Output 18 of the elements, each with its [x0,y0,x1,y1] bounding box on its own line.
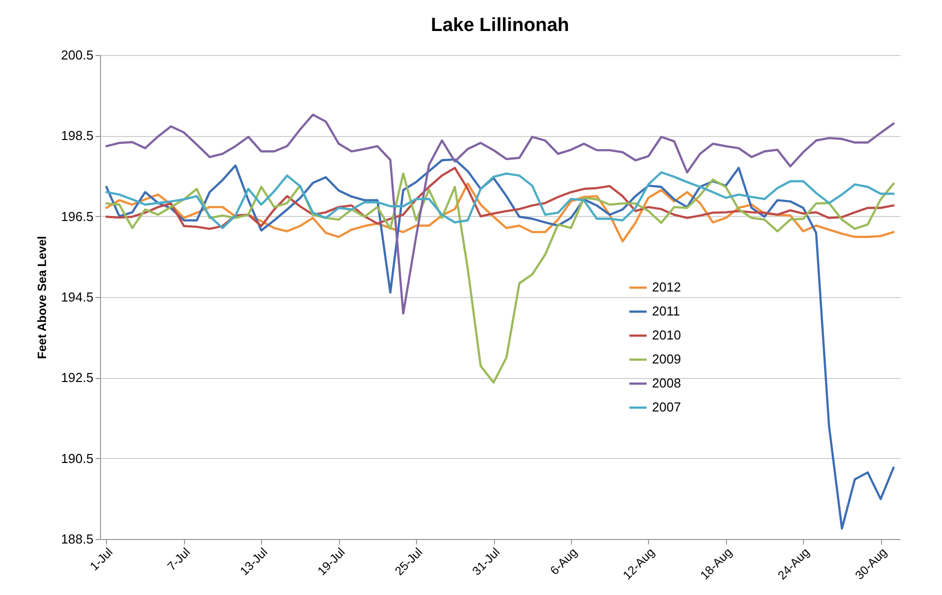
legend-label: 2012 [652,280,681,295]
chart-title: Lake Lillinonah [430,15,570,36]
legend-label: 2011 [652,304,680,319]
line-series [105,158,895,530]
y-tick-label: 192.5 [60,370,94,386]
y-tick-label: 200.5 [60,48,94,62]
y-tick-label: 188.5 [60,532,94,546]
legend-label: 2007 [652,400,681,415]
legend-label: 2010 [652,328,681,343]
y-tick-label: 194.5 [60,290,94,304]
y-tick-label: 190.5 [60,450,94,466]
y-axis-title: Feet Above Sea Level [34,236,49,359]
line-series [105,114,895,315]
y-tick-label: 198.5 [60,128,94,144]
legend-label: 2009 [652,352,681,367]
y-tick-label: 196.5 [60,208,94,224]
line-series [105,182,895,242]
legend-label: 2008 [652,376,681,391]
